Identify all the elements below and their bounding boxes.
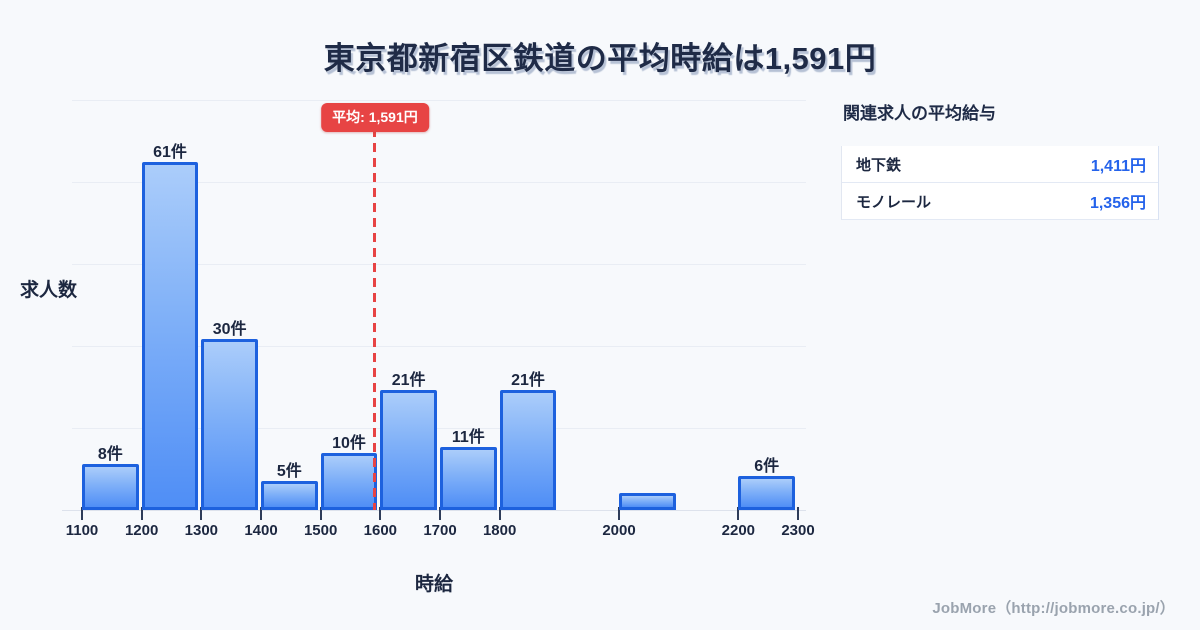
- histogram-bar: [380, 390, 437, 510]
- histogram-bar: [201, 339, 258, 510]
- histogram-bar: [261, 481, 318, 510]
- salary-table: 地下鉄 1,411円モノレール 1,356円: [841, 146, 1159, 220]
- x-tick-label: 1100: [65, 522, 99, 539]
- x-tick-mark: [618, 507, 620, 520]
- x-tick-mark: [439, 507, 441, 520]
- salary-table-row: 地下鉄 1,411円: [842, 146, 1158, 183]
- related-jobs-panel: 関連求人の平均給与 地下鉄 1,411円モノレール 1,356円: [841, 99, 1159, 220]
- salary-row-label: モノレール: [856, 193, 932, 211]
- average-line: [373, 128, 377, 510]
- histogram-chart: 求人数 時給 1100 1200 1300 1400 1500 1600 1700 1800 2…: [20, 100, 815, 595]
- side-panel-title: 関連求人の平均給与: [843, 104, 996, 123]
- salary-row-value: 1,356円: [1089, 195, 1146, 212]
- x-axis-line: [62, 510, 806, 511]
- histogram-bar: [619, 493, 676, 510]
- gridline: [72, 346, 806, 347]
- histogram-bar: [440, 447, 497, 510]
- footer-credit: JobMore（http://jobmore.co.jp/）: [932, 600, 1175, 617]
- bar-count-label: 61件: [153, 144, 187, 161]
- bar-count-label: 30件: [212, 321, 247, 338]
- x-tick-mark: [260, 507, 262, 520]
- x-tick-label: 1300: [184, 522, 219, 539]
- bar-count-label: 8件: [97, 446, 123, 463]
- x-tick-label: 2200: [721, 522, 756, 539]
- average-badge: 平均: 1,591円: [321, 103, 429, 132]
- x-tick-label: 1800: [482, 522, 517, 539]
- histogram-bar: [141, 162, 199, 510]
- bar-count-label: 11件: [451, 429, 485, 446]
- x-tick-label: 2300: [781, 522, 815, 539]
- salary-row-label: 地下鉄: [856, 156, 902, 174]
- x-tick-label: 1700: [423, 522, 457, 539]
- page-title: 東京都新宿区鉄道の平均時給は1,591円: [323, 41, 877, 76]
- x-tick-mark: [81, 507, 83, 520]
- bar-count-label: 10件: [332, 435, 366, 452]
- histogram-bar: [82, 464, 139, 510]
- x-tick-label: 1200: [124, 522, 159, 539]
- x-tick-mark: [140, 507, 143, 520]
- gridline: [72, 428, 806, 429]
- x-tick-mark: [737, 507, 740, 520]
- y-axis-label: 求人数: [20, 280, 78, 301]
- gridline: [72, 182, 806, 183]
- x-tick-label: 1600: [363, 522, 398, 539]
- x-tick-mark: [498, 507, 501, 520]
- gridline: [72, 100, 806, 101]
- bar-count-label: 21件: [511, 372, 545, 389]
- histogram-bar: [499, 390, 557, 510]
- x-tick-mark: [200, 507, 203, 520]
- bar-count-label: 21件: [391, 372, 426, 389]
- x-axis-label: 時給: [414, 574, 454, 595]
- histogram-bar: [320, 453, 378, 510]
- salary-row-value: 1,411円: [1090, 158, 1146, 175]
- x-tick-label: 1500: [303, 522, 338, 539]
- salary-table-row: モノレール 1,356円: [842, 183, 1158, 220]
- x-tick-mark: [319, 507, 322, 520]
- x-tick-label: 1400: [244, 522, 278, 539]
- x-tick-mark: [379, 507, 382, 520]
- histogram-bar: [738, 476, 795, 510]
- x-tick-mark: [797, 507, 799, 520]
- x-tick-label: 2000: [602, 522, 636, 539]
- gridline: [72, 264, 806, 265]
- bar-count-label: 6件: [754, 458, 780, 475]
- bar-count-label: 5件: [276, 463, 302, 480]
